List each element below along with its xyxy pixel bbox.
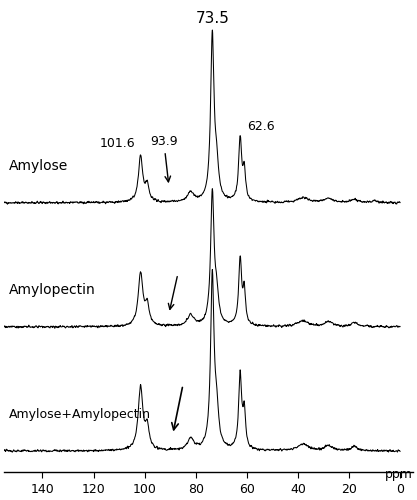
Text: 62.6: 62.6 (247, 120, 274, 133)
Text: 73.5: 73.5 (196, 10, 229, 26)
Text: Amylose: Amylose (9, 159, 68, 173)
Text: 93.9: 93.9 (150, 135, 178, 182)
Text: Amylose+Amylopectin: Amylose+Amylopectin (9, 408, 151, 421)
Text: Amylopectin: Amylopectin (9, 283, 96, 297)
Text: ppm: ppm (385, 468, 413, 481)
Text: 101.6: 101.6 (100, 137, 136, 150)
